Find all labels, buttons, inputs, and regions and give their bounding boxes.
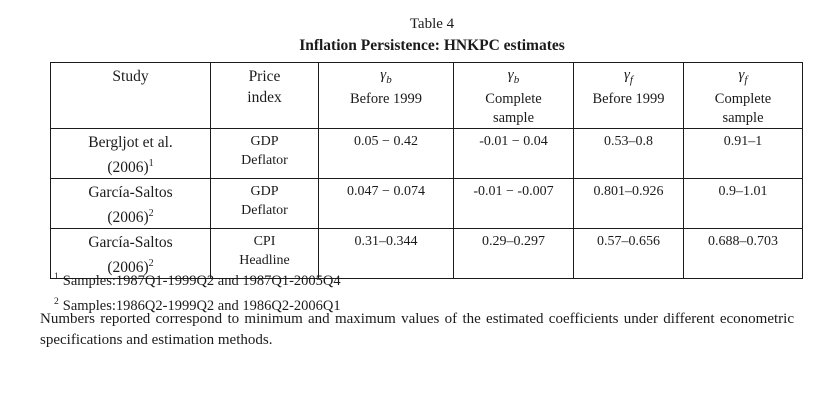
footnote-marker: 2: [54, 296, 59, 307]
cell-gf-before: 0.53–0.8: [573, 127, 684, 180]
cell-study: García-Saltos (2006)2: [50, 178, 211, 230]
study-footnote-marker: 1: [148, 157, 154, 169]
header-row: Study Price index γb Before 1999 γb Comp…: [50, 62, 803, 129]
gamma-glyph: γ: [624, 67, 630, 83]
price-index-line2: Deflator: [241, 203, 288, 219]
table-row: García-Saltos (2006)2 GDP Deflator 0.047…: [50, 178, 803, 230]
cell-gf-before: 0.801–0.926: [573, 178, 684, 230]
table-row: García-Saltos (2006)2 CPI Headline 0.31–…: [50, 228, 803, 280]
header-gf-complete-line2: sample: [722, 109, 764, 126]
gamma-b-symbol: γb: [456, 66, 571, 90]
header-study-label: Study: [112, 68, 149, 85]
cell-gb-complete: 0.29–0.297: [453, 228, 574, 280]
cell-gb-complete: -0.01 − -0.007: [453, 178, 574, 230]
price-index-line2: Headline: [239, 253, 290, 269]
gamma-glyph: γ: [507, 67, 514, 83]
gamma-b-symbol: γb: [321, 66, 451, 90]
table-header: Study Price index γb Before 1999 γb Comp…: [50, 62, 803, 129]
gamma-subscript: f: [744, 73, 748, 86]
price-index-line1: GDP: [250, 133, 279, 149]
header-cell-price-index: Price index: [210, 62, 319, 129]
gamma-subscript: b: [513, 73, 520, 86]
study-year-text: (2006): [107, 159, 149, 177]
footnote: 2 Samples:1986Q2-1999Q2 and 1986Q2-2006Q1: [54, 292, 341, 317]
cell-gb-before: 0.047 − 0.074: [318, 178, 454, 230]
header-gf-before-label: Before 1999: [592, 90, 665, 107]
cell-gf-complete: 0.688–0.703: [683, 228, 803, 280]
study-footnote-marker: 2: [148, 258, 154, 270]
cell-price-index: GDP Deflator: [210, 178, 319, 230]
study-year: (2006)2: [53, 253, 208, 278]
footnotes-block: 1 Samples:1987Q1-1999Q2 and 1987Q1-2005Q4…: [54, 267, 341, 317]
study-year: (2006)1: [53, 153, 208, 178]
gamma-glyph: γ: [380, 67, 387, 83]
header-price-line1: Price: [248, 68, 281, 85]
gamma-f-symbol: γf: [576, 66, 681, 90]
footnote: 1 Samples:1987Q1-1999Q2 and 1987Q1-2005Q4: [54, 267, 341, 292]
table-title-block: Table 4 Inflation Persistence: HNKPC est…: [36, 13, 828, 57]
cell-gb-complete: -0.01 − 0.04: [453, 127, 574, 180]
table-number: Table 4: [409, 16, 455, 32]
table-caption: Inflation Persistence: HNKPC estimates: [299, 37, 565, 54]
header-gb-complete-line2: sample: [492, 109, 535, 126]
header-cell-gamma-f-complete: γf Complete sample: [683, 62, 803, 129]
cell-gf-before: 0.57–0.656: [573, 228, 684, 280]
study-year-text: (2006): [107, 209, 149, 227]
cell-gb-before: 0.05 − 0.42: [318, 127, 454, 180]
price-index-line1: GDP: [250, 184, 279, 200]
table-note: Numbers reported correspond to minimum a…: [40, 311, 794, 348]
study-year: (2006)2: [53, 203, 208, 228]
header-cell-gamma-b-complete: γb Complete sample: [453, 62, 574, 129]
cell-gf-complete: 0.9–1.01: [683, 178, 803, 230]
header-cell-study: Study: [50, 62, 211, 129]
header-price-line2: index: [247, 89, 282, 106]
gamma-subscript: b: [386, 73, 392, 86]
study-name: García-Saltos: [88, 234, 173, 252]
study-footnote-marker: 2: [148, 208, 154, 220]
cell-gf-complete: 0.91–1: [683, 127, 803, 180]
gamma-subscript: f: [629, 73, 633, 86]
cell-study: Bergljot et al. (2006)1: [50, 127, 211, 180]
table-row: Bergljot et al. (2006)1 GDP Deflator 0.0…: [50, 127, 803, 180]
header-gb-before-label: Before 1999: [349, 90, 423, 107]
header-gb-complete-line1: Complete: [485, 90, 542, 107]
gamma-f-symbol: γf: [686, 66, 800, 90]
gamma-glyph: γ: [738, 67, 745, 83]
study-name: García-Saltos: [88, 184, 173, 202]
footnote-marker: 1: [54, 272, 59, 282]
price-index-line2: Deflator: [241, 152, 288, 168]
header-cell-gamma-f-before: γf Before 1999: [573, 62, 684, 129]
study-year-text: (2006): [107, 259, 149, 277]
footnote-text: Samples:1986Q2-1999Q2 and 1986Q2-2006Q1: [62, 297, 341, 314]
table-body: Bergljot et al. (2006)1 GDP Deflator 0.0…: [50, 127, 803, 280]
estimates-table: Study Price index γb Before 1999 γb Comp…: [50, 62, 803, 280]
cell-price-index: CPI Headline: [210, 228, 319, 280]
cell-price-index: GDP Deflator: [210, 127, 319, 180]
header-cell-gamma-b-before: γb Before 1999: [318, 62, 454, 129]
footnote-text: Samples:1987Q1-1999Q2 and 1987Q1-2005Q4: [62, 272, 341, 289]
study-name: Bergljot et al.: [88, 133, 173, 151]
price-index-line1: CPI: [253, 234, 276, 250]
cell-study: García-Saltos (2006)2: [50, 228, 211, 280]
header-gf-complete-line1: Complete: [714, 90, 772, 107]
